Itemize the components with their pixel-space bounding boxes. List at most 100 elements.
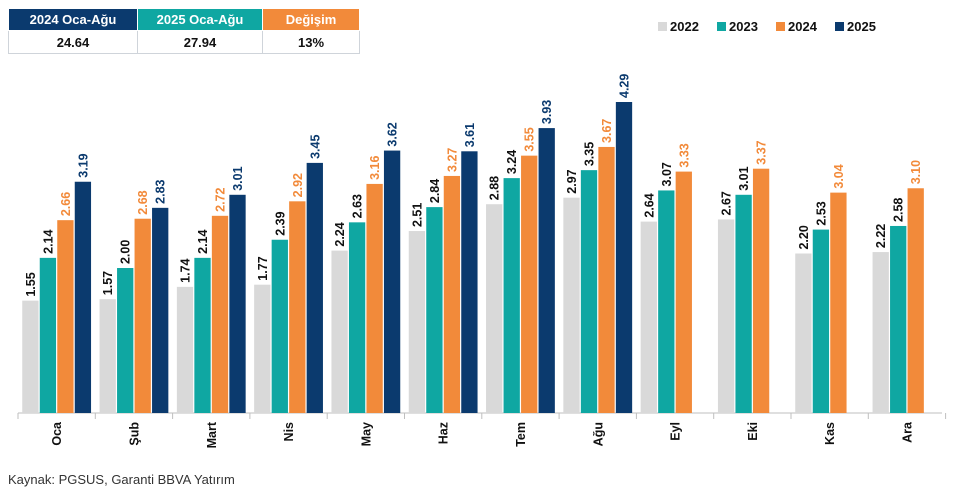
data-label-2025-Oca: 3.19 <box>76 153 90 177</box>
legend-swatch-2022 <box>658 22 667 31</box>
bar-2023-Kas <box>812 229 830 413</box>
bar-2024-Mart <box>211 215 229 413</box>
category-label-Ara: Ara <box>900 421 914 443</box>
data-label-2022-Oca: 1.55 <box>24 272 38 296</box>
data-label-2024-May: 3.16 <box>368 156 382 180</box>
bar-2023-Tem <box>503 178 520 413</box>
summary-header-2025: 2025 Oca-Ağu <box>137 8 263 31</box>
data-label-2024-Haz: 3.27 <box>445 148 459 172</box>
data-label-2024-Eyl: 3.33 <box>677 143 691 167</box>
category-label-May: May <box>359 422 373 446</box>
legend-swatch-2025 <box>835 22 844 31</box>
bar-2022-Kas <box>795 253 812 413</box>
bar-2025-Nis <box>306 162 323 413</box>
data-label-2023-Haz: 2.84 <box>428 179 442 203</box>
data-label-2022-May: 2.24 <box>333 222 347 246</box>
data-label-2022-Ara: 2.22 <box>874 224 888 248</box>
summary-value-change: 13% <box>262 30 360 54</box>
data-label-2024-Şub: 2.68 <box>136 190 150 214</box>
data-label-2022-Tem: 2.88 <box>488 176 502 200</box>
category-label-Ağu: Ağu <box>591 422 605 446</box>
bar-2024-Haz <box>443 175 461 413</box>
category-label-Kas: Kas <box>823 422 837 445</box>
data-label-2023-Ara: 2.58 <box>892 198 906 222</box>
bar-2025-Oca <box>74 181 92 413</box>
category-label-Nis: Nis <box>282 422 296 442</box>
bar-2022-Tem <box>486 204 503 413</box>
data-label-2022-Eyl: 2.64 <box>642 193 656 217</box>
bar-2023-Eki <box>735 194 752 413</box>
category-label-Mart: Mart <box>205 421 219 448</box>
data-label-2025-Mart: 3.01 <box>231 166 245 190</box>
bar-2023-Eyl <box>658 190 675 413</box>
data-label-2025-Nis: 3.45 <box>308 135 322 159</box>
data-label-2024-Kas: 3.04 <box>832 164 846 188</box>
bar-2025-May <box>383 150 401 413</box>
bar-2024-Oca <box>57 220 74 413</box>
summary-header-row: 2024 Oca-Ağu 2025 Oca-Ağu Değişim <box>8 8 360 31</box>
data-label-2023-Ağu: 3.35 <box>583 142 597 166</box>
data-label-2024-Eki: 3.37 <box>755 140 769 164</box>
bar-2022-Nis <box>254 284 271 413</box>
bar-2025-Haz <box>461 151 478 414</box>
bar-2023-Şub <box>117 268 134 413</box>
bar-2022-Ara <box>872 252 889 413</box>
data-label-2022-Eki: 2.67 <box>720 191 734 215</box>
data-label-2025-Ağu: 4.29 <box>618 74 632 98</box>
data-label-2023-Mart: 2.14 <box>196 229 210 253</box>
data-label-2023-Kas: 2.53 <box>814 201 828 225</box>
data-label-2025-May: 3.62 <box>386 122 400 146</box>
data-label-2024-Mart: 2.72 <box>214 187 228 211</box>
category-label-Haz: Haz <box>437 422 451 444</box>
data-label-2024-Oca: 2.66 <box>59 192 73 216</box>
data-label-2025-Şub: 2.83 <box>154 179 168 203</box>
bar-2023-May <box>348 222 366 413</box>
data-label-2023-Eki: 3.01 <box>737 166 751 190</box>
bar-2025-Ağu <box>615 102 633 413</box>
data-label-2022-Nis: 1.77 <box>256 256 270 280</box>
bar-2024-Ağu <box>598 146 615 413</box>
bar-2023-Oca <box>39 257 57 413</box>
legend-label-2025: 2025 <box>847 19 876 34</box>
data-label-2023-May: 2.63 <box>351 194 365 218</box>
bar-2023-Haz <box>426 207 443 413</box>
bar-2024-May <box>366 183 383 413</box>
bar-2024-Eyl <box>675 171 692 413</box>
category-label-Eki: Eki <box>746 422 760 441</box>
data-label-2023-Oca: 2.14 <box>41 229 55 253</box>
legend-swatch-2023 <box>717 22 726 31</box>
bar-2023-Mart <box>194 257 211 413</box>
bar-2022-Mart <box>176 286 194 413</box>
bar-2022-Oca <box>22 300 39 413</box>
category-label-Eyl: Eyl <box>669 422 683 441</box>
data-label-2022-Mart: 1.74 <box>179 258 193 282</box>
legend-swatch-2024 <box>776 22 785 31</box>
data-label-2025-Tem: 3.93 <box>540 100 554 124</box>
summary-value-2025: 27.94 <box>137 30 263 54</box>
bar-2022-Ağu <box>563 197 580 413</box>
category-label-Oca: Oca <box>50 421 64 446</box>
data-label-2023-Şub: 2.00 <box>119 240 133 264</box>
bar-2024-Şub <box>134 218 151 413</box>
data-label-2022-Ağu: 2.97 <box>565 169 579 193</box>
data-label-2022-Kas: 2.20 <box>797 225 811 249</box>
source-note: Kaynak: PGSUS, Garanti BBVA Yatırım <box>8 472 235 487</box>
bar-2022-May <box>331 250 348 413</box>
summary-header-change: Değişim <box>262 8 360 31</box>
bar-2024-Ara <box>907 188 924 413</box>
data-label-2022-Şub: 1.57 <box>101 271 115 295</box>
bar-2022-Eki <box>717 219 735 413</box>
data-label-2025-Haz: 3.61 <box>463 123 477 147</box>
bar-2025-Mart <box>229 194 246 413</box>
data-label-2024-Tem: 3.55 <box>523 127 537 151</box>
bar-2023-Ara <box>890 225 907 413</box>
bar-2025-Tem <box>538 128 555 413</box>
category-label-Şub: Şub <box>127 422 141 446</box>
summary-header-2024: 2024 Oca-Ağu <box>8 8 138 31</box>
data-label-2024-Ara: 3.10 <box>909 160 923 184</box>
data-label-2023-Tem: 3.24 <box>505 150 519 174</box>
data-label-2022-Haz: 2.51 <box>410 203 424 227</box>
bar-2022-Haz <box>408 231 426 413</box>
summary-table: 2024 Oca-Ağu 2025 Oca-Ağu Değişim 24.64 … <box>8 8 360 54</box>
